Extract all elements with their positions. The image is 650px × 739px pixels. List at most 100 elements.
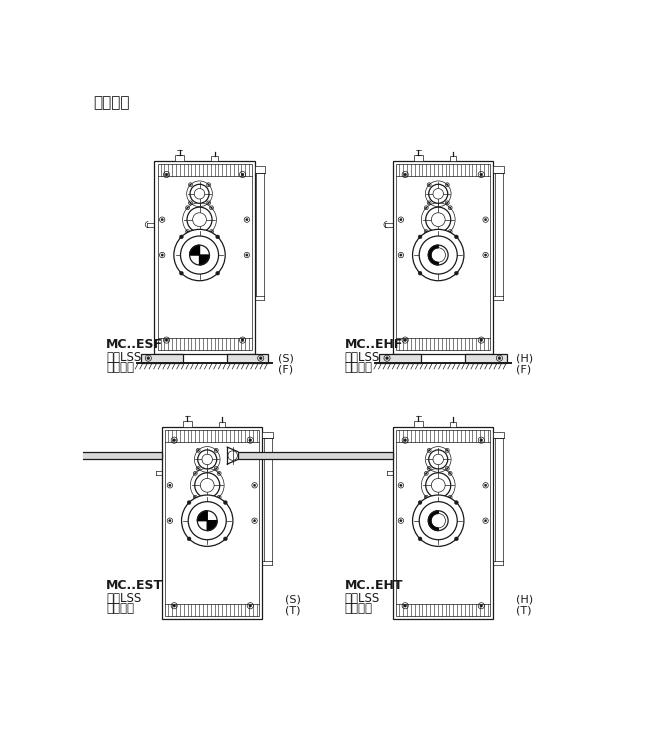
Circle shape (480, 338, 483, 341)
Bar (380, 353, 421, 363)
Circle shape (447, 184, 448, 185)
Circle shape (484, 484, 487, 486)
Text: MC..ESF: MC..ESF (106, 338, 163, 351)
Circle shape (202, 454, 213, 465)
Circle shape (447, 468, 448, 469)
Circle shape (404, 173, 407, 176)
Text: 力矩支臂: 力矩支臂 (344, 602, 372, 616)
Circle shape (426, 473, 450, 498)
Circle shape (480, 605, 483, 607)
Polygon shape (428, 511, 438, 531)
Circle shape (413, 495, 464, 546)
Circle shape (419, 502, 457, 539)
Circle shape (484, 520, 487, 522)
Text: 实心LSS: 实心LSS (106, 592, 141, 605)
Circle shape (187, 207, 188, 208)
Circle shape (447, 202, 448, 204)
Text: 实心LSS: 实心LSS (106, 350, 141, 364)
Circle shape (147, 357, 150, 360)
Circle shape (187, 231, 188, 232)
Bar (183, 420, 192, 426)
Text: (T): (T) (516, 605, 532, 616)
Circle shape (426, 207, 427, 208)
Circle shape (179, 271, 183, 275)
Text: 底脚安装: 底脚安装 (344, 361, 372, 375)
Circle shape (418, 235, 422, 239)
Text: MC..EST: MC..EST (106, 579, 163, 592)
Circle shape (211, 231, 213, 232)
Polygon shape (198, 511, 207, 521)
Bar (393, 426, 493, 619)
Circle shape (165, 173, 168, 176)
Circle shape (400, 520, 402, 522)
Circle shape (484, 219, 487, 221)
Circle shape (161, 254, 163, 256)
Text: (H): (H) (516, 353, 534, 364)
Circle shape (218, 497, 220, 498)
Bar (140, 353, 183, 363)
Bar (396, 430, 490, 616)
Bar (7, 452, 162, 460)
Circle shape (254, 484, 255, 486)
Bar (155, 161, 255, 353)
Bar (450, 422, 456, 426)
Circle shape (194, 473, 196, 474)
Circle shape (241, 173, 244, 176)
Circle shape (426, 497, 427, 498)
Circle shape (246, 219, 248, 221)
Circle shape (216, 271, 220, 275)
Circle shape (400, 254, 402, 256)
Circle shape (194, 188, 205, 199)
Bar (493, 432, 504, 438)
Circle shape (449, 497, 451, 498)
Text: 空心LSS: 空心LSS (344, 592, 380, 605)
Circle shape (190, 184, 209, 203)
Circle shape (173, 605, 176, 607)
Circle shape (211, 207, 213, 208)
Text: (T): (T) (285, 605, 301, 616)
Circle shape (432, 478, 445, 492)
Circle shape (259, 357, 262, 360)
Circle shape (432, 213, 445, 227)
Bar (162, 426, 263, 619)
Text: 底脚安装: 底脚安装 (106, 361, 134, 375)
Circle shape (428, 468, 430, 469)
Circle shape (200, 478, 214, 492)
Circle shape (249, 605, 252, 607)
Circle shape (169, 520, 171, 522)
Circle shape (194, 497, 196, 498)
Circle shape (208, 184, 209, 185)
Circle shape (404, 439, 407, 442)
Circle shape (181, 236, 218, 274)
Circle shape (428, 202, 430, 204)
Circle shape (165, 338, 168, 341)
Circle shape (449, 231, 451, 232)
Circle shape (447, 449, 448, 451)
Circle shape (190, 184, 191, 185)
Circle shape (241, 338, 244, 341)
Bar (255, 166, 265, 173)
Circle shape (161, 219, 163, 221)
Circle shape (484, 254, 487, 256)
Bar (165, 430, 259, 616)
Circle shape (426, 231, 427, 232)
Bar (227, 353, 268, 363)
Polygon shape (207, 521, 217, 531)
Bar (263, 432, 273, 438)
Circle shape (404, 605, 407, 607)
Circle shape (198, 449, 199, 451)
Circle shape (173, 439, 176, 442)
Circle shape (418, 500, 422, 505)
Circle shape (190, 202, 191, 204)
Text: (F): (F) (278, 364, 292, 375)
Circle shape (224, 537, 228, 541)
Circle shape (195, 473, 220, 498)
Text: 竖直安装: 竖直安装 (94, 95, 130, 111)
Bar (450, 157, 456, 161)
Bar (493, 166, 504, 173)
Circle shape (413, 229, 464, 281)
Circle shape (454, 271, 458, 275)
Bar (465, 353, 507, 363)
Circle shape (169, 484, 171, 486)
Text: (S): (S) (278, 353, 294, 364)
